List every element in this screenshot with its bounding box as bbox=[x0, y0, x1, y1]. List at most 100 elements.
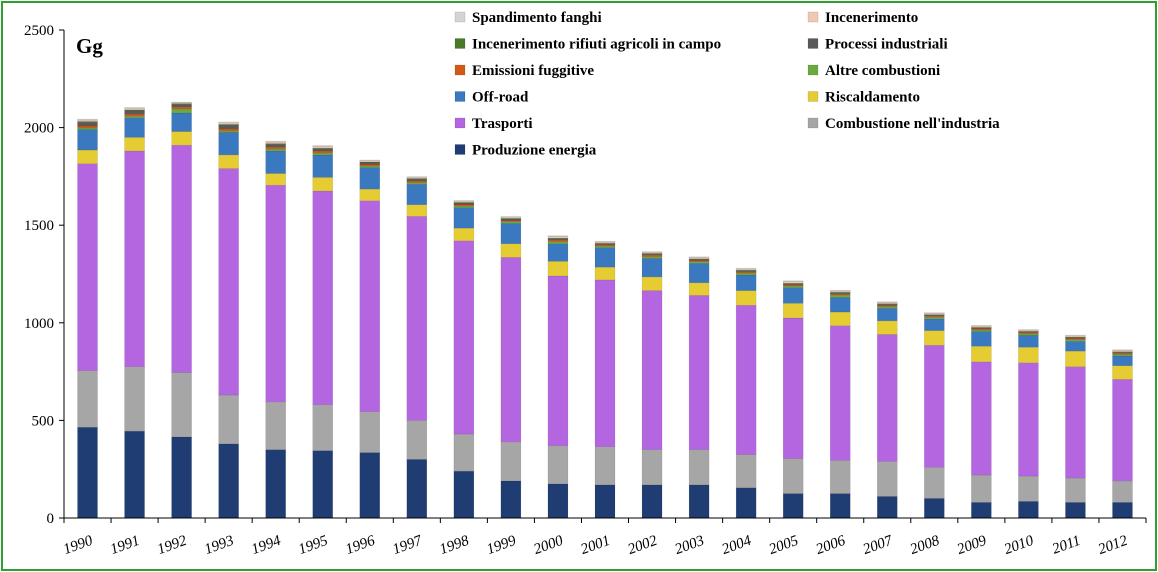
x-tick-label: 1999 bbox=[485, 533, 519, 558]
bar-segment bbox=[594, 279, 616, 448]
bar-segment bbox=[312, 154, 333, 178]
bar-segment bbox=[218, 443, 239, 519]
legend-label: Trasporti bbox=[472, 116, 533, 132]
bar-segment bbox=[688, 449, 710, 486]
bar-segment bbox=[688, 295, 710, 450]
axes-layer bbox=[63, 30, 1146, 519]
legend: Spandimento fanghi Incenerimento Incenerim… bbox=[454, 10, 1000, 159]
bar-segment bbox=[1065, 350, 1086, 367]
bar-segment bbox=[924, 344, 945, 468]
x-tick-label: 2009 bbox=[955, 533, 989, 558]
bars-layer bbox=[77, 101, 1133, 519]
bar-segment bbox=[547, 261, 569, 277]
bar-segment bbox=[735, 454, 757, 488]
bar-segment bbox=[218, 124, 239, 130]
bar-segment bbox=[171, 131, 192, 146]
legend-swatch bbox=[807, 38, 819, 49]
bar-segment bbox=[406, 183, 428, 205]
bar-segment bbox=[829, 460, 851, 494]
bar-segment bbox=[735, 272, 757, 276]
bar-segment bbox=[735, 487, 757, 519]
x-tick-label: 1994 bbox=[249, 533, 283, 558]
bar-segment bbox=[877, 307, 898, 322]
x-tick-label: 2012 bbox=[1096, 533, 1130, 558]
x-tick-label: 1997 bbox=[391, 532, 426, 558]
bar-segment bbox=[77, 125, 98, 129]
bar-segment bbox=[1018, 346, 1039, 364]
bar-segment bbox=[1065, 334, 1086, 337]
bar-segment bbox=[1065, 366, 1086, 479]
bar-segment bbox=[971, 325, 992, 327]
bar-segment bbox=[124, 114, 145, 117]
bar-segment bbox=[359, 167, 381, 190]
x-tick-label: 1996 bbox=[343, 533, 377, 558]
bar-segment bbox=[547, 483, 569, 519]
bar-segment bbox=[359, 188, 381, 202]
bar-segment bbox=[500, 222, 522, 244]
legend-label: Processi industriali bbox=[825, 37, 948, 53]
legend-swatch bbox=[807, 64, 819, 76]
bar-segment bbox=[829, 297, 851, 313]
bar-segment bbox=[77, 121, 98, 127]
x-tick-label: 1993 bbox=[202, 533, 236, 558]
bar-segment bbox=[124, 107, 145, 109]
bar-segment bbox=[77, 370, 98, 428]
bar-segment bbox=[924, 312, 945, 314]
bar-segment bbox=[1112, 349, 1133, 351]
y-tick-label: 2500 bbox=[24, 23, 54, 39]
legend-swatch bbox=[454, 64, 466, 76]
bar-segment bbox=[406, 216, 428, 421]
bar-segment bbox=[641, 484, 663, 519]
bar-segment bbox=[782, 458, 804, 494]
bar-segment bbox=[218, 132, 239, 156]
bar-segment bbox=[218, 128, 239, 132]
bar-segment bbox=[265, 150, 286, 174]
x-tick-label: 2006 bbox=[814, 533, 848, 558]
x-tick-label: 1992 bbox=[155, 533, 189, 558]
bar-segment bbox=[735, 290, 757, 306]
bar-segment bbox=[77, 129, 98, 151]
bar-segment bbox=[594, 446, 616, 486]
bar-segment bbox=[688, 257, 710, 260]
x-tick-label: 1990 bbox=[61, 533, 95, 558]
bar-segment bbox=[971, 474, 992, 503]
x-tick-label: 2007 bbox=[861, 532, 896, 558]
x-tick-label: 2010 bbox=[1002, 533, 1036, 558]
bar-segment bbox=[453, 470, 475, 519]
bar-segment bbox=[547, 275, 569, 447]
bar-segment bbox=[1065, 477, 1086, 503]
bar-segment bbox=[782, 287, 804, 304]
bar-segment bbox=[688, 484, 710, 519]
bar-segment bbox=[1018, 329, 1039, 331]
bar-segment bbox=[77, 118, 98, 121]
bar-segment bbox=[406, 178, 428, 182]
legend-swatch bbox=[454, 91, 466, 102]
bar-segment bbox=[406, 420, 428, 460]
bar-segment bbox=[312, 190, 333, 406]
x-tick-label: 2004 bbox=[720, 533, 754, 558]
bar-segment bbox=[312, 152, 333, 156]
bar-segment bbox=[829, 294, 851, 298]
bar-segment bbox=[500, 480, 522, 519]
bar-segment bbox=[453, 207, 475, 229]
bar-segment bbox=[218, 121, 239, 124]
bar-segment bbox=[171, 103, 192, 108]
bar-segment bbox=[312, 177, 333, 192]
bar-segment bbox=[971, 502, 992, 519]
legend-swatch bbox=[454, 38, 466, 49]
bar-segment bbox=[359, 162, 381, 165]
bar-segment bbox=[594, 266, 616, 281]
bar-segment bbox=[218, 168, 239, 396]
bar-segment bbox=[641, 251, 663, 253]
bar-segment bbox=[124, 117, 145, 138]
bar-segment bbox=[735, 304, 757, 455]
bar-segment bbox=[1112, 480, 1133, 503]
bar-segment bbox=[312, 404, 333, 451]
legend-swatch bbox=[807, 91, 819, 102]
legend-label: Riscaldamento bbox=[825, 90, 920, 106]
x-tick-label: 2011 bbox=[1050, 533, 1083, 558]
bar-segment bbox=[312, 148, 333, 152]
x-tick-label: 1995 bbox=[296, 533, 330, 558]
x-tick-label: 1998 bbox=[438, 533, 472, 558]
